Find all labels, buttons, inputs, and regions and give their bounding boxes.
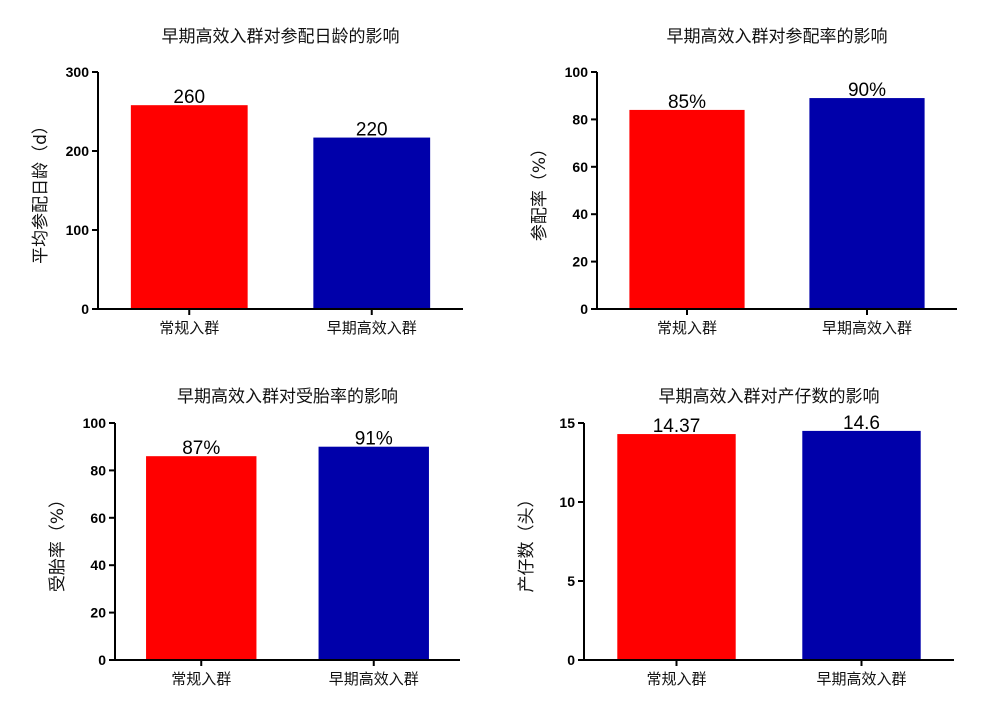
y-tick-label: 60	[572, 159, 588, 175]
chart-title: 早期高效入群对产仔数的影响	[659, 387, 880, 407]
x-tick-label: 常规入群	[159, 319, 219, 337]
bar	[617, 434, 736, 660]
bar	[629, 109, 745, 309]
chart-panel-conception-rate: 早期高效入群对受胎率的影响受胎率（%） 87% 常规入群 91% 早期高效入群 0 20 40…	[0, 360, 492, 720]
y-tick-label: 20	[572, 254, 588, 270]
x-tick-label: 早期高效入群	[816, 670, 906, 688]
y-tick-label: 200	[66, 143, 90, 159]
y-tick-label: 80	[572, 111, 588, 127]
bar	[318, 446, 429, 660]
y-tick-label: 100	[66, 222, 90, 238]
y-tick-label: 20	[90, 605, 106, 621]
data-label: 87%	[182, 438, 220, 459]
y-tick-label: 15	[559, 415, 575, 431]
x-tick-label: 早期高效入群	[329, 670, 419, 688]
bar	[313, 137, 431, 309]
chart-title: 早期高效入群对参配日龄的影响	[162, 27, 400, 47]
y-tick-label: 300	[66, 64, 90, 80]
bar	[802, 430, 921, 660]
data-label: 220	[356, 120, 388, 141]
y-tick-label: 0	[98, 652, 106, 668]
x-tick-label: 早期高效入群	[822, 319, 912, 337]
bar	[146, 456, 257, 660]
bar	[809, 98, 925, 309]
y-tick-label: 80	[90, 462, 106, 478]
bar	[130, 105, 248, 310]
chart-title: 早期高效入群对受胎率的影响	[177, 387, 398, 407]
y-tick-label: 100	[83, 415, 107, 431]
y-tick-label: 40	[90, 557, 106, 573]
chart-title: 早期高效入群对参配率的影响	[667, 27, 888, 47]
x-tick-label: 常规入群	[646, 670, 706, 688]
data-label: 90%	[848, 80, 886, 101]
y-tick-label: 40	[572, 206, 588, 222]
data-label: 14.6	[843, 413, 880, 434]
data-label: 260	[173, 87, 205, 108]
x-tick-label: 常规入群	[171, 670, 231, 688]
y-tick-label: 0	[567, 652, 575, 668]
y-axis-label: 平均参配日龄（d）	[31, 117, 51, 264]
data-label: 85%	[668, 92, 706, 113]
data-label: 91%	[355, 429, 393, 450]
y-tick-label: 0	[81, 301, 89, 317]
y-tick-label: 100	[565, 64, 589, 80]
y-tick-label: 10	[559, 494, 575, 510]
chart-panel-litter-size: 早期高效入群对产仔数的影响产仔数（头） 14.37 常规入群 14.6 早期高效入群 0 5…	[492, 360, 984, 720]
chart-panel-mating-age: 早期高效入群对参配日龄的影响平均参配日龄（d） 260 常规入群 220 早期高效入群 0…	[0, 0, 492, 360]
x-tick-label: 常规入群	[657, 319, 717, 337]
y-tick-label: 0	[580, 301, 588, 317]
y-axis-label: 产仔数（头）	[517, 491, 537, 593]
y-tick-label: 5	[567, 573, 575, 589]
y-axis-label: 参配率（%）	[530, 140, 550, 241]
data-label: 14.37	[653, 416, 701, 437]
chart-panel-mating-rate: 早期高效入群对参配率的影响参配率（%） 85% 常规入群 90% 早期高效入群 0 20 40…	[492, 0, 984, 360]
y-tick-label: 60	[90, 510, 106, 526]
x-tick-label: 早期高效入群	[327, 319, 417, 337]
y-axis-label: 受胎率（%）	[48, 491, 68, 592]
